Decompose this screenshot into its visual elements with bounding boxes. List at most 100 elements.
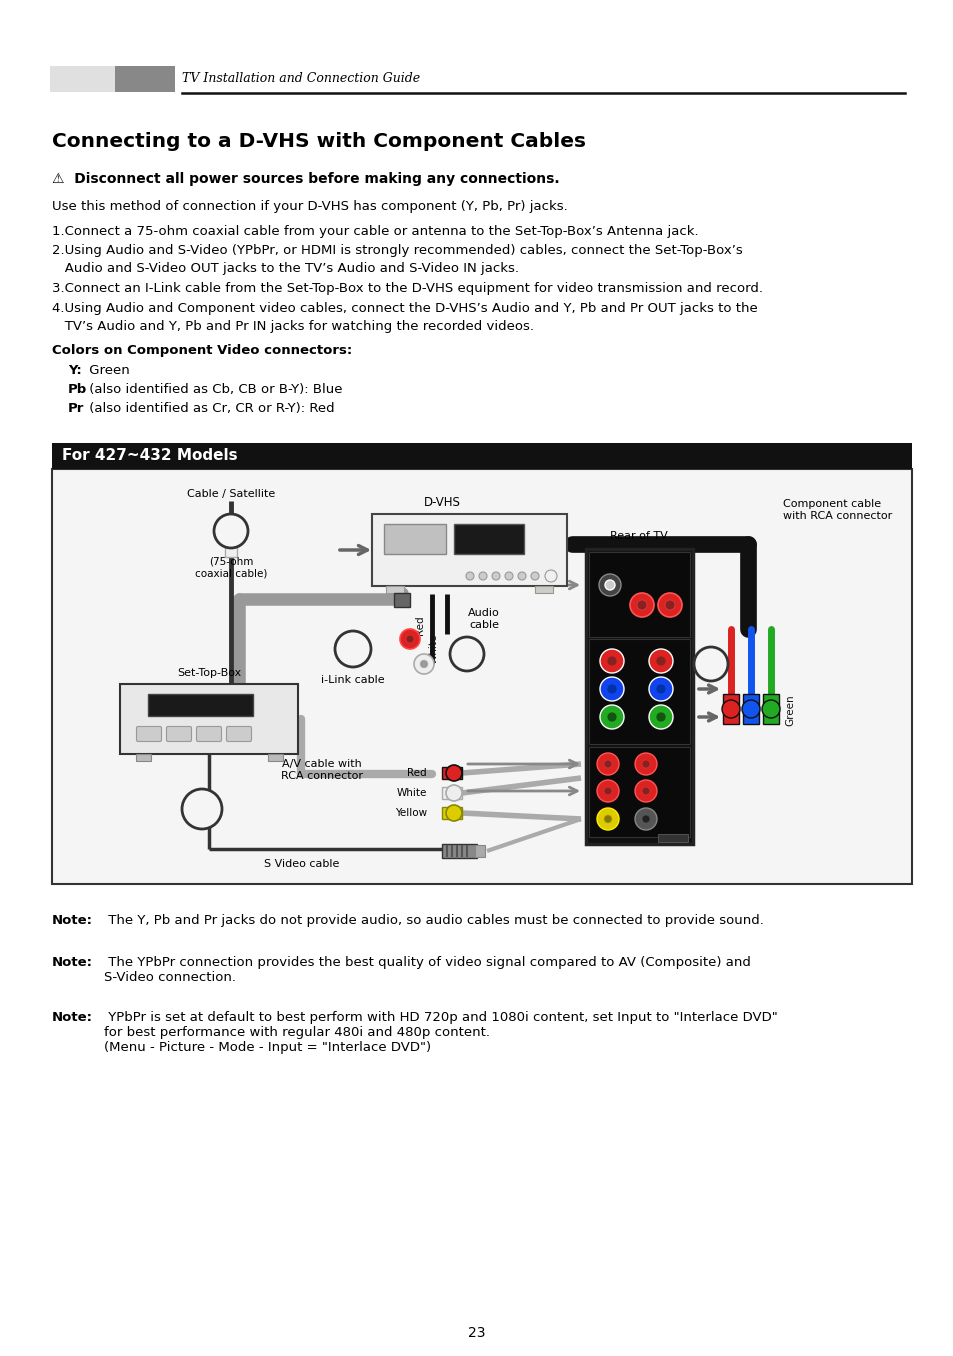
Text: Pb: Pb <box>68 382 87 396</box>
Text: Rear of TV: Rear of TV <box>610 532 667 541</box>
Text: ④: ④ <box>702 655 718 673</box>
Text: White: White <box>429 635 438 664</box>
Circle shape <box>597 808 618 830</box>
FancyBboxPatch shape <box>441 767 461 778</box>
Text: ②: ② <box>193 799 212 819</box>
FancyBboxPatch shape <box>585 549 692 843</box>
Circle shape <box>492 572 499 580</box>
Circle shape <box>606 712 617 721</box>
Text: Use this method of connection if your D-VHS has component (Y, Pb, Pr) jacks.: Use this method of connection if your D-… <box>52 199 567 213</box>
Circle shape <box>656 683 665 694</box>
Circle shape <box>635 753 657 776</box>
Text: ③: ③ <box>344 640 361 659</box>
Circle shape <box>446 765 461 781</box>
FancyBboxPatch shape <box>394 593 410 607</box>
Text: i-Link cable: i-Link cable <box>321 675 384 685</box>
Text: Red: Red <box>407 767 427 778</box>
Text: R: R <box>639 618 643 624</box>
Text: Video: Video <box>590 834 604 839</box>
Text: Yellow: Yellow <box>395 808 427 818</box>
Circle shape <box>648 650 672 673</box>
Text: Component cable
with RCA connector: Component cable with RCA connector <box>782 499 891 521</box>
Text: Note:: Note: <box>52 914 92 928</box>
FancyBboxPatch shape <box>386 586 403 593</box>
Circle shape <box>599 705 623 730</box>
Circle shape <box>637 599 646 610</box>
Text: 4.Using Audio and Component video cables, connect the D-VHS’s Audio and Y, Pb an: 4.Using Audio and Component video cables… <box>52 302 757 315</box>
FancyBboxPatch shape <box>115 66 174 92</box>
Circle shape <box>517 572 525 580</box>
Text: Audio Output: Audio Output <box>618 555 659 559</box>
Text: 23: 23 <box>468 1326 485 1340</box>
Circle shape <box>599 650 623 673</box>
Circle shape <box>641 759 649 767</box>
Text: Audio and S-Video OUT jacks to the TV’s Audio and S-Video IN jacks.: Audio and S-Video OUT jacks to the TV’s … <box>52 262 518 275</box>
FancyBboxPatch shape <box>475 845 484 857</box>
FancyBboxPatch shape <box>120 683 297 754</box>
Text: 1.Connect a 75-ohm coaxial cable from your cable or antenna to the Set-Top-Box’s: 1.Connect a 75-ohm coaxial cable from yo… <box>52 225 698 239</box>
Circle shape <box>399 629 419 650</box>
FancyBboxPatch shape <box>52 443 911 469</box>
Circle shape <box>414 654 434 674</box>
Text: Green: Green <box>784 694 794 725</box>
Text: Cable / Satellite: Cable / Satellite <box>187 490 274 499</box>
Text: White: White <box>396 788 427 797</box>
Circle shape <box>603 786 612 795</box>
FancyBboxPatch shape <box>136 727 161 742</box>
FancyBboxPatch shape <box>588 552 689 637</box>
Circle shape <box>741 700 760 717</box>
FancyBboxPatch shape <box>225 521 236 557</box>
Circle shape <box>656 712 665 721</box>
Text: (also identified as Cr, CR or R-Y): Red: (also identified as Cr, CR or R-Y): Red <box>85 401 335 415</box>
Text: ①: ① <box>223 522 239 540</box>
Text: ④: ④ <box>459 645 474 663</box>
FancyBboxPatch shape <box>535 586 553 593</box>
Circle shape <box>598 574 620 597</box>
Text: Note:: Note: <box>52 1012 92 1024</box>
Circle shape <box>603 759 612 767</box>
Circle shape <box>656 656 665 666</box>
Circle shape <box>450 637 483 671</box>
FancyBboxPatch shape <box>441 786 461 799</box>
Text: 3.Connect an I-Link cable from the Set-Top-Box to the D-VHS equipment for video : 3.Connect an I-Link cable from the Set-T… <box>52 282 762 296</box>
Text: Colors on Component Video connectors:: Colors on Component Video connectors: <box>52 344 352 357</box>
Circle shape <box>693 647 727 681</box>
Circle shape <box>213 514 248 548</box>
Circle shape <box>761 700 780 717</box>
Text: The Y, Pb and Pr jacks do not provide audio, so audio cables must be connected t: The Y, Pb and Pr jacks do not provide au… <box>104 914 763 928</box>
Text: S-Video: S-Video <box>636 810 654 814</box>
Text: Y:: Y: <box>68 363 82 377</box>
Text: CVBS: CVBS <box>592 810 604 814</box>
FancyBboxPatch shape <box>722 694 739 724</box>
Text: D-VHS: D-VHS <box>423 496 460 508</box>
Circle shape <box>606 683 617 694</box>
Text: 2.Using Audio and S-Video (YPbPr, or HDMI is strongly recommended) cables, conne: 2.Using Audio and S-Video (YPbPr, or HDM… <box>52 244 742 258</box>
Text: A/V cable with
RCA connector: A/V cable with RCA connector <box>281 759 363 781</box>
Text: YPbPr is set at default to best perform with HD 720p and 1080i content, set Inpu: YPbPr is set at default to best perform … <box>104 1012 777 1054</box>
Circle shape <box>406 635 414 643</box>
FancyBboxPatch shape <box>52 469 911 884</box>
Circle shape <box>419 660 428 669</box>
Circle shape <box>446 785 461 801</box>
Circle shape <box>635 808 657 830</box>
FancyBboxPatch shape <box>441 807 461 819</box>
Circle shape <box>599 677 623 701</box>
Circle shape <box>531 572 538 580</box>
Circle shape <box>629 593 654 617</box>
Text: The YPbPr connection provides the best quality of video signal compared to AV (C: The YPbPr connection provides the best q… <box>104 956 750 984</box>
Circle shape <box>721 700 740 717</box>
FancyBboxPatch shape <box>167 727 192 742</box>
Text: Note:: Note: <box>52 956 92 970</box>
Text: TV Installation and Connection Guide: TV Installation and Connection Guide <box>182 72 419 85</box>
FancyBboxPatch shape <box>268 754 283 761</box>
Circle shape <box>648 705 672 730</box>
FancyBboxPatch shape <box>441 843 476 858</box>
FancyBboxPatch shape <box>196 727 221 742</box>
Text: Pb/Cb: Pb/Cb <box>673 686 688 692</box>
Circle shape <box>544 570 557 582</box>
Circle shape <box>658 593 681 617</box>
Circle shape <box>603 815 612 823</box>
FancyBboxPatch shape <box>148 694 253 716</box>
Text: For 427~432 Models: For 427~432 Models <box>62 449 237 464</box>
FancyBboxPatch shape <box>372 514 566 586</box>
